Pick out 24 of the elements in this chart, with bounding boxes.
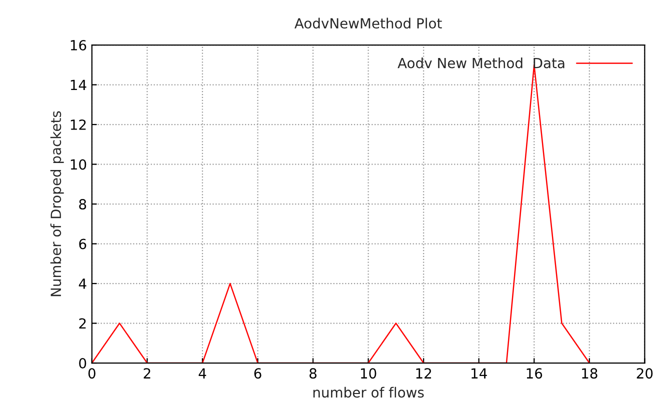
y-tick-label: 6 <box>79 238 86 250</box>
x-tick-label: 14 <box>472 368 487 378</box>
y-axis-title: Number of Droped packets <box>50 111 64 296</box>
chart-title: AodvNewMethod Plot <box>294 18 442 29</box>
y-tick-label: 12 <box>70 119 86 130</box>
y-tick-label: 8 <box>79 198 86 210</box>
x-tick-label: 20 <box>636 368 653 379</box>
y-tick-label: 16 <box>70 40 86 50</box>
x-tick-label: 4 <box>198 368 206 378</box>
x-tick-label: 2 <box>144 368 150 378</box>
y-tick-label: 10 <box>70 159 86 170</box>
x-tick-label: 16 <box>526 368 542 379</box>
y-tick-label: 14 <box>70 80 86 90</box>
y-tick-label: 0 <box>79 358 86 368</box>
x-axis-title: number of flows <box>313 386 424 398</box>
y-tick-label: 4 <box>78 278 86 289</box>
x-tick-label: 12 <box>416 368 432 378</box>
x-tick-label: 6 <box>254 368 262 379</box>
y-tick-label: 2 <box>79 318 86 329</box>
x-tick-label: 18 <box>582 368 598 379</box>
x-tick-label: 10 <box>360 368 376 379</box>
legend-label: Aodv New Method Data <box>398 58 564 68</box>
x-tick-label: 8 <box>310 368 316 379</box>
x-tick-label: 0 <box>88 368 96 379</box>
